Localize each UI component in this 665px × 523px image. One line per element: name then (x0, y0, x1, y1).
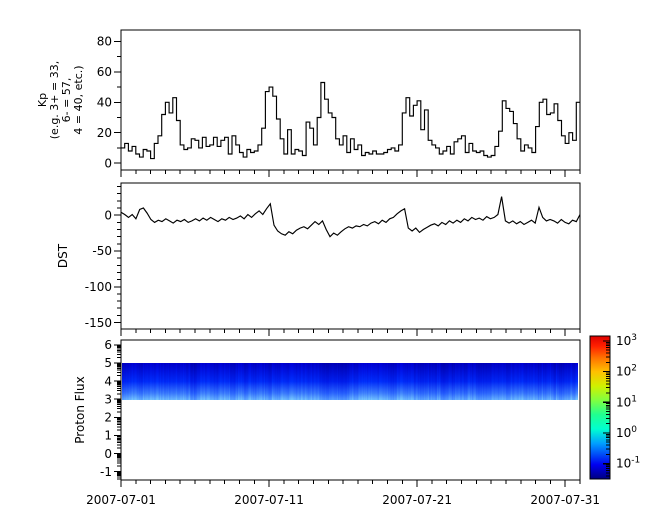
y-tick-label: -50 (92, 244, 112, 258)
y-tick-label: 5 (104, 356, 112, 370)
kp-axis-label: (e.g. 3+ = 33, (48, 61, 61, 139)
panel-border (120, 339, 581, 481)
y-tick-label: 20 (97, 126, 112, 140)
kp-axis-label: Kp (36, 93, 49, 107)
y-tick-label: -100 (85, 280, 112, 294)
colorbar: 103 102 101 100 10-1 (589, 333, 640, 480)
proton-flux-panel: -1 0 1 2 3 4 5 6 (100, 338, 581, 487)
y-tick-label: 40 (97, 95, 112, 109)
kp-axis-label: 4 = 40, etc.) (72, 65, 85, 134)
kp-panel: 0 20 40 60 80 (97, 29, 581, 177)
dst-axis-label: DST (56, 243, 70, 268)
proton-flux-heatmap (122, 363, 578, 400)
y-tick-label: 3 (104, 392, 112, 406)
colorbar-tick-label: 100 (616, 425, 637, 440)
kp-line (121, 81, 580, 160)
proton-flux-axis-label: Proton Flux (73, 376, 87, 443)
y-tick-label: 0 (104, 156, 112, 170)
y-tick-label: 0 (104, 208, 112, 222)
date-label: 2007-07-01 (86, 493, 156, 507)
y-tick-label: 2 (104, 411, 112, 425)
y-tick-label: 6 (104, 338, 112, 352)
y-tick-label: 1 (104, 429, 112, 443)
y-tick-label: 0 (104, 447, 112, 461)
y-tick-label: -1 (100, 465, 112, 479)
panel-border (120, 29, 581, 171)
y-tick-label: 4 (104, 374, 112, 388)
date-label: 2007-07-11 (234, 493, 304, 507)
date-label: 2007-07-21 (382, 493, 452, 507)
dst-line (120, 196, 581, 238)
kp-axis-label: 6- = 57, (60, 78, 73, 123)
colorbar-tick-label: 103 (616, 333, 637, 348)
colorbar-tick-label: 101 (616, 394, 637, 409)
colorbar-tick-label: 102 (616, 364, 637, 379)
y-tick-label: -150 (85, 316, 112, 330)
dst-panel: 0 -50 -100 -150 (85, 182, 581, 336)
y-tick-label: 60 (97, 65, 112, 79)
date-label: 2007-07-31 (530, 493, 600, 507)
y-tick-label: 80 (97, 35, 112, 49)
panel-border (120, 182, 581, 330)
colorbar-tick-label: 10-1 (616, 456, 640, 471)
